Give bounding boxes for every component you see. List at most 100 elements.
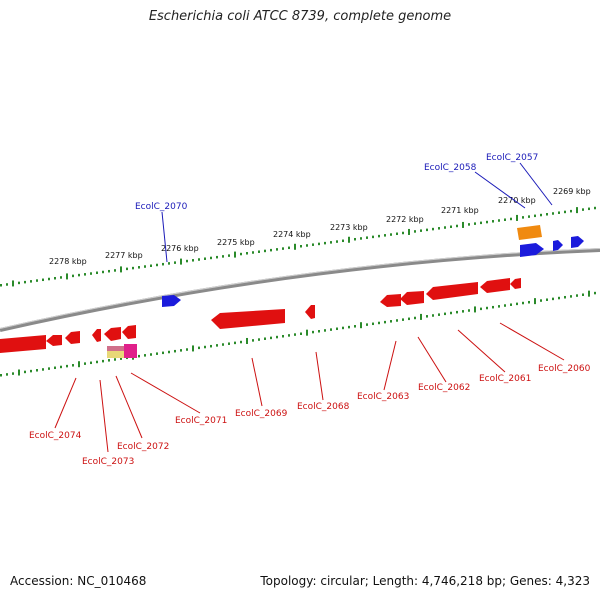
minor-tick <box>522 216 524 219</box>
minor-tick <box>480 221 482 225</box>
minor-tick <box>282 247 284 250</box>
minor-tick <box>342 326 344 330</box>
major-tick <box>234 251 236 258</box>
minor-tick <box>330 241 332 244</box>
major-tick <box>12 280 14 287</box>
minor-tick <box>24 280 26 284</box>
minor-tick <box>438 227 440 230</box>
minor-tick <box>546 213 548 216</box>
minor-tick <box>6 283 8 286</box>
minor-tick <box>366 236 368 239</box>
gene-EcolC_2061[interactable] <box>426 282 478 300</box>
minor-tick <box>300 332 302 335</box>
gene-reverse[interactable] <box>510 278 521 289</box>
gene-label[interactable]: EcolC_2068 <box>297 402 350 412</box>
major-tick <box>408 228 410 235</box>
minor-tick <box>246 252 248 255</box>
major-tick <box>462 221 464 228</box>
minor-tick <box>216 344 218 347</box>
gene-highlight-pink[interactable] <box>124 344 137 358</box>
reverse-gene-labels: EcolC_2060 EcolC_2061 EcolC_2062 EcolC_2… <box>29 364 591 467</box>
scale-label: 2269 kbp <box>553 187 591 196</box>
gene-label[interactable]: EcolC_2071 <box>175 416 227 426</box>
minor-tick <box>6 373 8 376</box>
gene-reverse[interactable] <box>104 327 121 341</box>
minor-tick <box>450 311 452 315</box>
gene-EcolC_2058[interactable] <box>520 243 544 257</box>
minor-tick <box>102 270 104 274</box>
gene-EcolC_2074[interactable] <box>0 335 46 353</box>
minor-tick <box>264 337 266 340</box>
forward-gene-labels: EcolC_2057 EcolC_2058 EcolC_2070 <box>135 153 538 212</box>
gene-label[interactable]: EcolC_2057 <box>486 153 538 163</box>
minor-tick <box>258 338 260 341</box>
minor-tick <box>540 213 542 217</box>
minor-tick <box>108 359 110 362</box>
minor-tick <box>378 234 380 238</box>
minor-tick <box>498 219 500 222</box>
minor-tick <box>480 307 482 311</box>
gene-label[interactable]: EcolC_2060 <box>538 364 591 374</box>
gene-label[interactable]: EcolC_2061 <box>479 374 531 384</box>
scale-label: 2273 kbp <box>330 223 368 232</box>
minor-tick <box>396 232 398 236</box>
gene-highlight-mauve[interactable] <box>107 346 124 351</box>
gene-highlight-orange[interactable] <box>517 225 542 240</box>
gene-label[interactable]: EcolC_2058 <box>424 163 477 173</box>
scale-label: 2275 kbp <box>217 238 255 247</box>
scale-labels: 2269 kbp 2270 kbp 2271 kbp 2272 kbp 2273… <box>49 187 591 266</box>
gene-label[interactable]: EcolC_2070 <box>135 202 188 212</box>
gene-label[interactable]: EcolC_2062 <box>418 383 470 393</box>
gene-reverse[interactable] <box>46 335 62 346</box>
gene-EcolC_2072[interactable] <box>122 325 136 339</box>
minor-tick <box>222 255 224 258</box>
minor-tick <box>492 220 494 223</box>
minor-tick <box>558 296 560 300</box>
gene-EcolC_2073[interactable] <box>92 329 101 342</box>
gene-label[interactable]: EcolC_2069 <box>235 409 288 419</box>
minor-tick <box>294 333 296 336</box>
gene-EcolC_2060[interactable] <box>480 278 510 293</box>
minor-tick <box>486 306 488 310</box>
minor-tick <box>582 293 584 296</box>
minor-tick <box>138 266 140 269</box>
gene-reverse[interactable] <box>65 331 80 344</box>
minor-tick <box>234 341 236 345</box>
minor-tick <box>552 212 554 215</box>
minor-tick <box>318 330 320 333</box>
major-tick <box>420 313 422 320</box>
gene-label[interactable]: EcolC_2072 <box>117 442 169 452</box>
minor-tick <box>210 256 212 260</box>
minor-tick <box>510 303 512 306</box>
major-tick <box>360 322 362 329</box>
minor-tick <box>48 277 50 281</box>
minor-tick <box>360 237 362 240</box>
gene-label[interactable]: EcolC_2073 <box>82 457 134 467</box>
minor-tick <box>144 354 146 357</box>
minor-tick <box>354 325 356 328</box>
gene-label[interactable]: EcolC_2074 <box>29 431 82 441</box>
minor-tick <box>144 265 146 268</box>
gene-EcolC_2069[interactable] <box>211 309 285 329</box>
major-tick <box>348 236 350 243</box>
upper-tick-track <box>0 206 596 287</box>
gene-EcolC_2068[interactable] <box>305 305 315 319</box>
minor-tick <box>54 366 56 370</box>
gene-EcolC_2062[interactable] <box>400 291 424 305</box>
gene-EcolC_2070[interactable] <box>162 295 181 307</box>
major-tick <box>306 329 308 336</box>
minor-tick <box>78 273 80 277</box>
minor-tick <box>456 224 458 228</box>
scale-label: 2270 kbp <box>498 196 536 205</box>
minor-tick <box>174 261 176 264</box>
minor-tick <box>198 346 200 350</box>
gene-label[interactable]: EcolC_2063 <box>357 392 409 402</box>
gene-EcolC_2057[interactable] <box>571 236 584 248</box>
minor-tick <box>300 245 302 248</box>
gene-forward[interactable] <box>553 240 563 251</box>
minor-tick <box>288 246 290 250</box>
minor-tick <box>54 276 56 280</box>
minor-tick <box>336 240 338 243</box>
gene-EcolC_2063[interactable] <box>380 294 401 307</box>
minor-tick <box>48 367 50 370</box>
